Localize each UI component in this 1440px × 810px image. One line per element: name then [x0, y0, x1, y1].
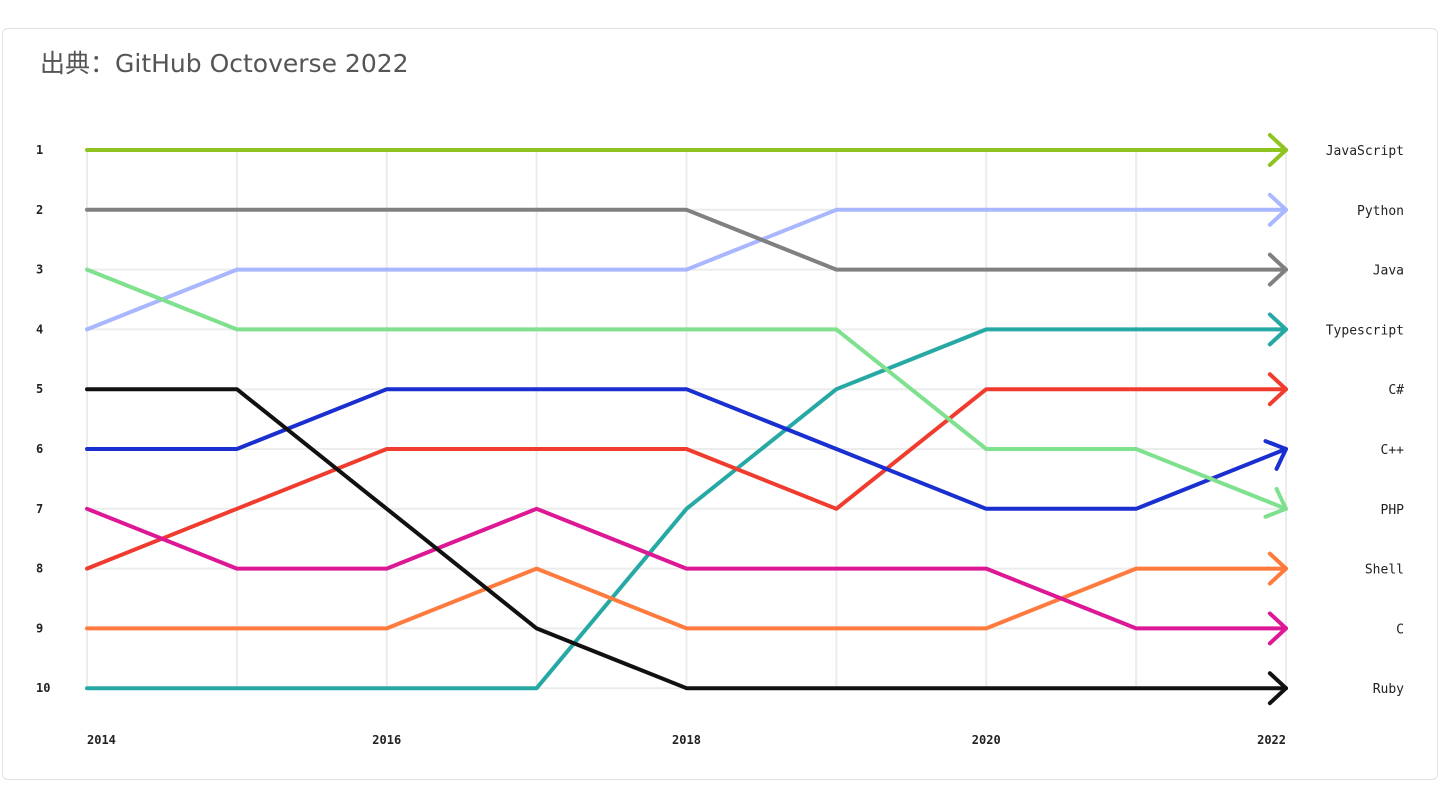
series-label: JavaScript	[1326, 144, 1404, 159]
series-line-php	[85, 267, 1288, 511]
series-label: C++	[1381, 443, 1405, 458]
y-tick-label: 6	[36, 442, 43, 456]
y-tick-label: 8	[36, 562, 43, 576]
series-labels: JavaScript Python Java Typescript C# C++ PHP Sh…	[1326, 144, 1404, 697]
y-tick-label: 4	[36, 322, 43, 336]
series-label: Java	[1373, 264, 1404, 279]
series-line-c	[85, 506, 1288, 631]
source-label: 出典：GitHub Octoverse 2022	[40, 49, 409, 78]
y-tick-label: 2	[36, 203, 43, 217]
arrowhead	[1267, 192, 1288, 227]
series-label: C#	[1388, 383, 1404, 398]
arrowhead	[1267, 252, 1288, 287]
x-tick-label: 2016	[372, 733, 401, 747]
y-tick-label: 10	[36, 681, 50, 695]
series-line-typescript	[85, 327, 1288, 691]
arrowhead	[1267, 611, 1288, 646]
series-label: Ruby	[1373, 682, 1404, 697]
series-line-python	[85, 207, 1288, 332]
series-line-ruby	[85, 387, 1288, 691]
x-tick-label: 2014	[87, 733, 116, 747]
arrowhead	[1263, 439, 1288, 471]
y-tick-label: 1	[36, 143, 43, 157]
arrowhead	[1267, 671, 1288, 706]
y-tick-label: 7	[36, 502, 43, 516]
series-label: Typescript	[1326, 323, 1404, 338]
series-label: C	[1396, 622, 1404, 637]
series-line-shell	[85, 566, 1288, 631]
arrowhead	[1267, 551, 1288, 586]
y-tick-label: 3	[36, 263, 43, 277]
series-line-c-	[85, 387, 1288, 571]
arrowhead	[1263, 486, 1288, 519]
y-tick-labels: 1 2 3 4 5 6 7 8 9 10	[36, 143, 50, 695]
arrowhead	[1267, 312, 1288, 347]
arrowhead	[1267, 133, 1288, 167]
series-label: Shell	[1365, 563, 1404, 578]
grid	[86, 149, 1287, 690]
y-tick-label: 5	[36, 382, 43, 396]
series-label: Python	[1357, 204, 1404, 219]
series-lines	[85, 133, 1288, 706]
series-label: PHP	[1381, 503, 1405, 518]
x-tick-labels: 2014 2016 2018 2020 2022	[87, 733, 1286, 747]
y-tick-label: 9	[36, 621, 43, 635]
x-tick-label: 2022	[1257, 733, 1286, 747]
series-line-java	[85, 207, 1288, 272]
arrowhead	[1267, 372, 1288, 407]
x-tick-label: 2020	[972, 733, 1001, 747]
x-tick-label: 2018	[672, 733, 701, 747]
